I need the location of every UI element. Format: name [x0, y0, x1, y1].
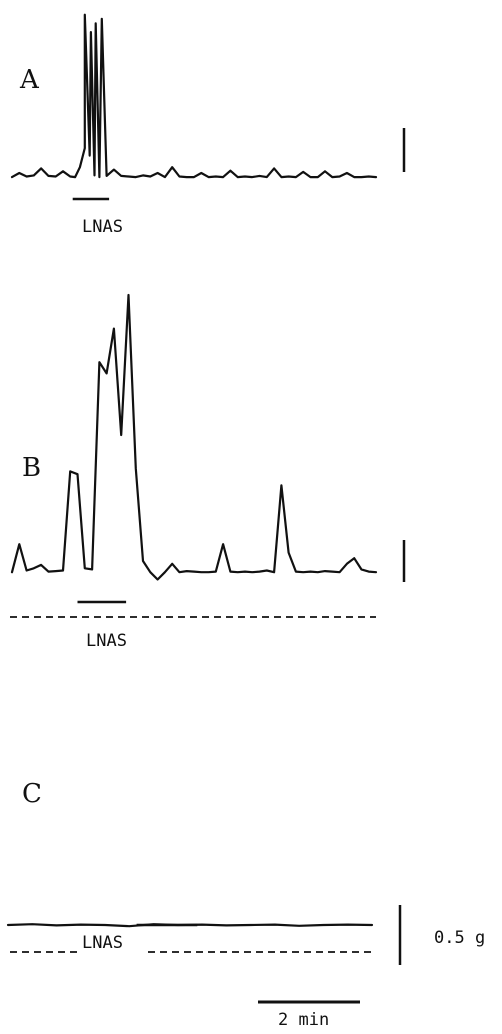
- panel-c: C LNAS: [6, 779, 374, 953]
- time-scale-label: 2 min: [278, 1010, 329, 1030]
- panel-b: B LNAS: [10, 293, 406, 651]
- force-scale-label: 0.5 g: [434, 928, 485, 948]
- panel-b-trace: [10, 293, 378, 581]
- panel-a: A LNAS: [10, 13, 406, 237]
- panel-b-stimulus-label: LNAS: [86, 631, 127, 651]
- scale-bars: 0.5 g 2 min: [258, 905, 485, 1030]
- panel-a-stimulus-label: LNAS: [82, 217, 123, 237]
- panel-a-trace: [10, 13, 378, 179]
- panel-b-label: B: [22, 453, 41, 483]
- panel-c-stimulus-label: LNAS: [82, 933, 123, 953]
- panel-c-label: C: [22, 779, 42, 809]
- panel-a-label: A: [19, 65, 40, 95]
